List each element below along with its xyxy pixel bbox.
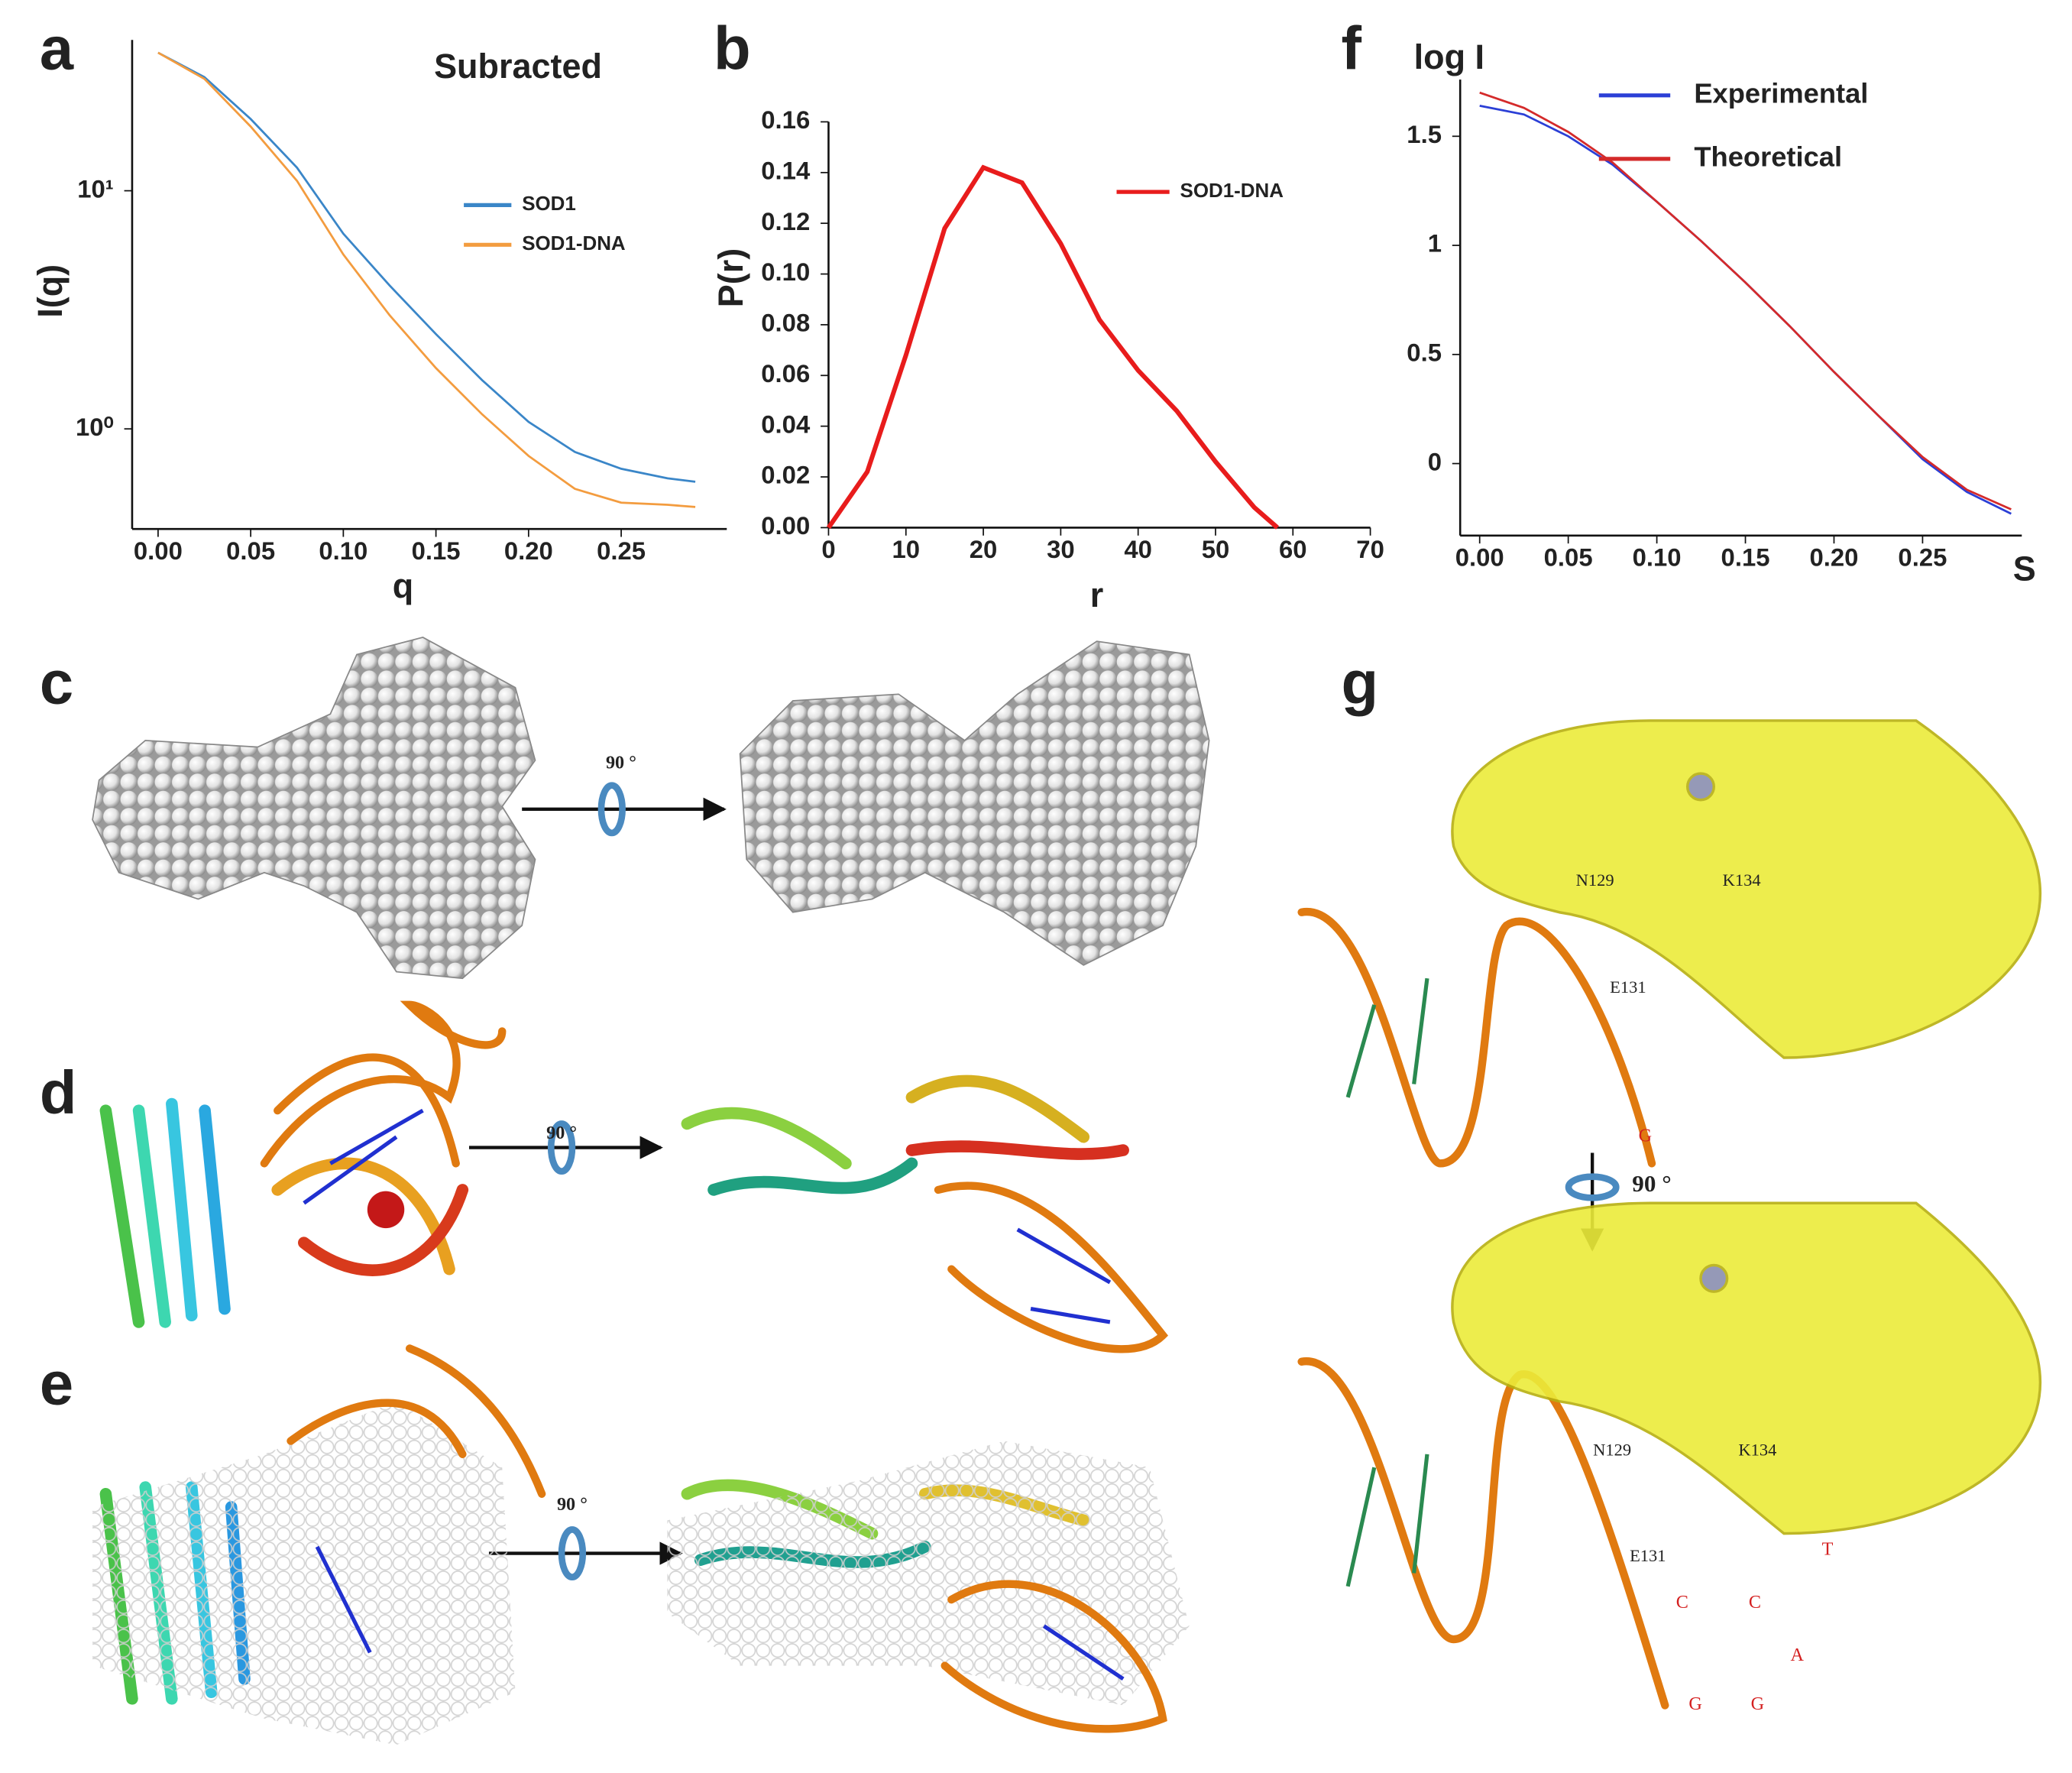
residue-label: E131 [1610, 977, 1646, 997]
y-tick-label: 0.06 [761, 359, 810, 387]
residue-label: C [1749, 1592, 1761, 1613]
y-axis-title: P(r) [711, 248, 750, 307]
x-tick-label: 0.20 [1809, 543, 1858, 572]
x-axis-title: S [2013, 549, 2036, 588]
dna-bases [303, 977, 1429, 1681]
data-line [157, 51, 696, 508]
x-tick-label: 30 [1047, 535, 1075, 563]
bead-model [92, 637, 1210, 980]
y-axis-title: log I [1414, 37, 1484, 76]
residue-label: A [1791, 1645, 1805, 1665]
panel-letter: d [40, 1058, 77, 1126]
panel-letter: b [714, 15, 751, 83]
residue-label: T [1822, 1539, 1834, 1560]
y-tick-label: 0 [1428, 447, 1442, 475]
y-tick-label: 0.10 [761, 258, 810, 286]
residue-label: E131 [1630, 1546, 1666, 1565]
x-tick-label: 0.25 [1898, 543, 1947, 572]
y-tick-label: 0.14 [761, 156, 811, 184]
residue-label: G [1751, 1694, 1764, 1714]
rotation-label: 90 ° [546, 1123, 577, 1143]
panel-letter: e [40, 1349, 73, 1417]
legend-label: SOD1-DNA [522, 233, 626, 254]
chart-title: Subracted [434, 47, 602, 86]
x-tick-label: 0 [821, 535, 835, 563]
rotation-label: 90 ° [1632, 1170, 1671, 1197]
x-tick-label: 0.05 [226, 536, 275, 565]
residue-label: G [1688, 1694, 1701, 1714]
residue-label: K134 [1723, 870, 1761, 890]
legend-label: SOD1 [522, 193, 576, 215]
x-axis-title: r [1090, 575, 1104, 614]
panel-letter: c [40, 649, 73, 717]
x-tick-label: 0.00 [134, 536, 183, 565]
x-tick-label: 70 [1356, 535, 1384, 563]
x-tick-label: 0.15 [1721, 543, 1770, 572]
residue-label: C [1676, 1592, 1688, 1613]
y-tick-label: 0.04 [761, 410, 811, 438]
y-axis-title: I(q) [31, 264, 70, 318]
x-tick-label: 10 [892, 535, 920, 563]
data-line [826, 164, 1280, 530]
panel-letter: a [40, 15, 74, 83]
data-line [157, 51, 696, 483]
panel-letter: f [1342, 15, 1362, 83]
x-tick-label: 0.10 [1633, 543, 1682, 572]
x-tick-label: 60 [1279, 535, 1307, 563]
x-tick-label: 0.05 [1544, 543, 1593, 572]
y-tick-label: 0.08 [761, 309, 810, 337]
rotation-label: 90 ° [557, 1494, 588, 1515]
dna-helices [260, 908, 1669, 1733]
data-line [1479, 91, 2012, 511]
residue-label: N129 [1593, 1441, 1631, 1460]
x-tick-label: 0.25 [597, 536, 646, 565]
legend-label: Experimental [1694, 77, 1868, 109]
x-tick-label: 0.20 [504, 536, 553, 565]
y-tick-label: 1.5 [1407, 120, 1442, 148]
x-tick-label: 50 [1202, 535, 1230, 563]
residue-label: N129 [1576, 870, 1614, 890]
x-tick-label: 0.15 [412, 536, 461, 565]
residue-label: K134 [1738, 1441, 1776, 1460]
y-tick-label: 0.12 [761, 207, 810, 235]
x-tick-label: 20 [970, 535, 998, 563]
bead-envelope [92, 1401, 1190, 1745]
y-tick-label: 0.16 [761, 105, 810, 134]
y-tick-label: 10¹ [77, 174, 114, 203]
rotation-label: 90 ° [606, 753, 636, 773]
protein-yellow [1451, 719, 2042, 1535]
x-tick-label: 0.10 [319, 536, 367, 565]
legend-label: SOD1-DNA [1180, 180, 1284, 202]
y-tick-label: 0.02 [761, 461, 810, 489]
rotation-arrows [469, 782, 1620, 1581]
y-tick-label: 1 [1428, 229, 1442, 258]
x-tick-label: 40 [1124, 535, 1152, 563]
panel-letter: g [1342, 649, 1379, 717]
y-tick-label: 10⁰ [76, 413, 114, 441]
x-tick-label: 0.00 [1455, 543, 1504, 572]
legend-label: Theoretical [1694, 141, 1842, 172]
x-axis-title: q [393, 566, 413, 605]
y-tick-label: 0.5 [1407, 339, 1442, 367]
residue-label: G [1639, 1125, 1652, 1146]
y-tick-label: 0.00 [761, 511, 810, 540]
